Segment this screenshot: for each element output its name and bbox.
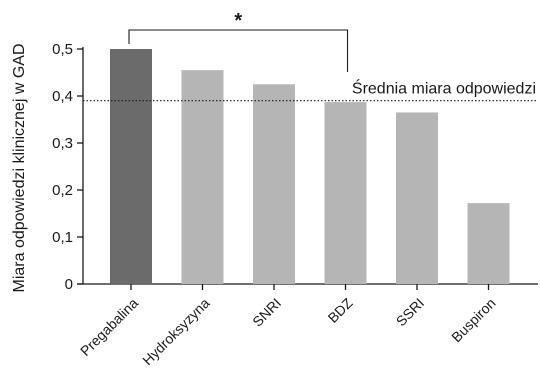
x-tick-label: SSRI (393, 295, 427, 329)
bar-pregabalina (110, 49, 152, 284)
y-tick-label: 0,4 (52, 88, 73, 105)
significance-bracket (128, 29, 349, 72)
y-tick-label: 0,1 (52, 229, 73, 246)
significance-bracket-group: * (128, 10, 349, 72)
bar-hydroksyzyna (181, 70, 224, 285)
x-tick-label: Pregabalina (77, 295, 141, 359)
y-tick-label: 0,2 (52, 182, 73, 199)
x-tick-label: Hydroksyzyna (139, 295, 213, 369)
axes (77, 47, 538, 290)
reference-line-label: Średnia miara odpowiedzi (352, 79, 536, 98)
x-tick-label: SNRI (249, 295, 284, 330)
y-tick-label: 0 (65, 276, 73, 293)
x-tick-label: Buspiron (448, 295, 498, 345)
x-tick-label: BDZ (325, 294, 356, 325)
y-tick-label: 0,3 (52, 135, 73, 152)
y-axis-title: Miara odpowiedzi klinicznej w GAD (11, 44, 28, 293)
y-tick-label: 0,5 (52, 41, 73, 58)
significance-star: * (234, 10, 242, 32)
bar-ssri (396, 112, 438, 284)
bar-bdz (324, 102, 367, 284)
bar-snri (253, 84, 295, 284)
bar-buspiron (467, 203, 510, 284)
reference-line-group: Średnia miara odpowiedzi (83, 79, 538, 102)
bars (110, 49, 510, 285)
